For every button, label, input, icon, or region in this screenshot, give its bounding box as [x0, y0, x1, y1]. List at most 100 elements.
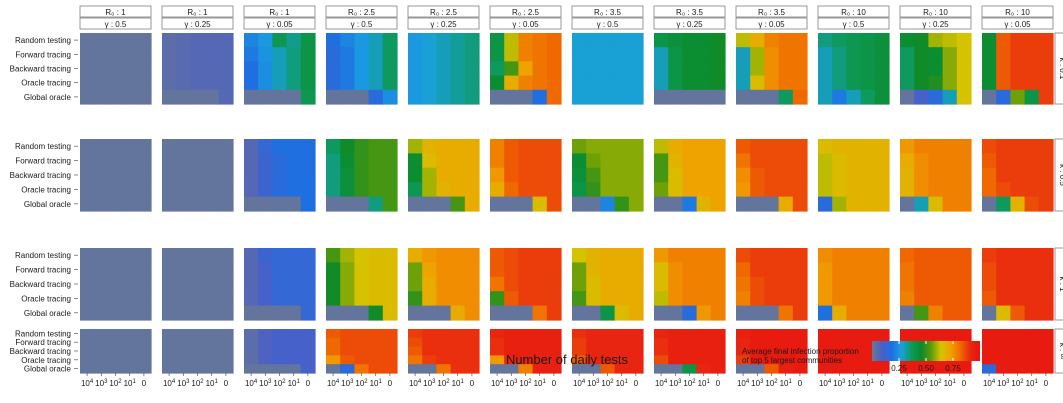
- heatmap-cell: [546, 276, 562, 292]
- heatmap-cell: [956, 61, 972, 77]
- heatmap-cell: [818, 262, 833, 278]
- heatmap-panel: [736, 248, 808, 321]
- heatmap-cell: [846, 89, 862, 105]
- heatmap-cell: [546, 167, 562, 183]
- heatmap-cell: [326, 337, 341, 348]
- heatmap-cell: [326, 364, 341, 374]
- heatmap-cell: [326, 182, 341, 198]
- heatmap-cell: [258, 182, 273, 198]
- heatmap-cell: [982, 291, 997, 307]
- heatmap-cell: [518, 139, 534, 154]
- heatmap-cell: [764, 33, 780, 48]
- heatmap-cell: [382, 276, 398, 292]
- heatmap-cell: [218, 89, 234, 105]
- heatmap-cell: [846, 182, 862, 198]
- heatmap-cell: [272, 262, 288, 278]
- strategy-label: Oracle tracing: [21, 185, 71, 194]
- heatmap-cell: [504, 47, 519, 62]
- heatmap-cell: [750, 355, 765, 365]
- heatmap-cell: [532, 153, 548, 169]
- x-tick-label: 101: [862, 379, 875, 388]
- column-header-strip: [735, 5, 808, 18]
- heatmap-cell: [546, 305, 562, 321]
- x-tick-label: 104: [819, 379, 832, 388]
- heatmap-cell: [1010, 167, 1026, 183]
- heatmap-cell: [860, 248, 876, 263]
- heatmap-cell: [94, 305, 109, 321]
- heatmap-cell: [258, 355, 273, 365]
- heatmap-cell: [928, 329, 944, 339]
- heatmap-cell: [710, 33, 726, 48]
- heatmap-cell: [162, 182, 177, 198]
- heatmap-cell: [710, 47, 726, 62]
- heatmap-cell: [218, 262, 234, 278]
- heatmap-cell: [696, 33, 712, 48]
- heatmap-cell: [996, 337, 1011, 348]
- heatmap-cell: [190, 305, 206, 321]
- heatmap-cell: [764, 355, 780, 365]
- heatmap-cell: [258, 248, 273, 263]
- strategy-label: Forward tracing: [15, 338, 71, 347]
- heatmap-cell: [382, 305, 398, 321]
- heatmap-cell: [340, 139, 355, 154]
- heatmap-cell: [1024, 329, 1040, 339]
- heatmap-cell: [136, 153, 152, 169]
- heatmap-cell: [504, 33, 519, 48]
- heatmap-panel: [244, 33, 316, 105]
- heatmap-cell: [778, 196, 794, 212]
- heatmap-cell: [80, 139, 95, 154]
- heatmap-cell: [190, 355, 206, 365]
- heatmap-cell: [368, 305, 384, 321]
- heatmap-cell: [326, 75, 341, 91]
- heatmap-cell: [436, 329, 452, 339]
- heatmap-cell: [736, 167, 751, 183]
- heatmap-cell: [600, 75, 616, 91]
- heatmap-cell: [218, 355, 234, 365]
- heatmap-cell: [408, 248, 423, 263]
- heatmap-cell: [682, 196, 698, 212]
- heatmap-cell: [750, 75, 765, 91]
- x-tick-label: 104: [655, 379, 668, 388]
- column-header-gamma: γ : 0.5: [597, 20, 619, 29]
- heatmap-cell: [218, 139, 234, 154]
- heatmap-cell: [586, 167, 601, 183]
- heatmap-panel: [654, 139, 726, 212]
- heatmap-cell: [792, 248, 808, 263]
- heatmap-cell: [818, 337, 833, 348]
- heatmap-cell: [464, 196, 480, 212]
- heatmap-cell: [108, 337, 124, 348]
- heatmap-cell: [80, 305, 95, 321]
- heatmap-cell: [1010, 291, 1026, 307]
- heatmap-cell: [628, 276, 644, 292]
- heatmap-cell: [860, 33, 876, 48]
- heatmap-cell: [832, 262, 847, 278]
- heatmap-cell: [572, 262, 587, 278]
- heatmap-cell: [422, 355, 437, 365]
- heatmap-cell: [996, 346, 1011, 356]
- heatmap-cell: [368, 33, 384, 48]
- heatmap-cell: [996, 355, 1011, 365]
- heatmap-cell: [600, 346, 616, 356]
- heatmap-cell: [792, 33, 808, 48]
- heatmap-cell: [586, 262, 601, 278]
- heatmap-cell: [654, 33, 669, 48]
- heatmap-cell: [532, 248, 548, 263]
- heatmap-cell: [914, 364, 929, 374]
- heatmap-cell: [490, 153, 505, 169]
- heatmap-cell: [764, 329, 780, 339]
- heatmap-cell: [518, 305, 534, 321]
- heatmap-cell: [80, 346, 95, 356]
- heatmap-cell: [750, 305, 765, 321]
- heatmap-cell: [710, 305, 726, 321]
- heatmap-cell: [846, 153, 862, 169]
- heatmap-cell: [94, 167, 109, 183]
- heatmap-cell: [218, 167, 234, 183]
- heatmap-cell: [942, 47, 958, 62]
- heatmap-cell: [272, 89, 288, 105]
- heatmap-cell: [600, 276, 616, 292]
- heatmap-cell: [258, 329, 273, 339]
- heatmap-cell: [860, 89, 876, 105]
- heatmap-cell: [614, 139, 630, 154]
- x-tick-label: 104: [491, 379, 504, 388]
- heatmap-cell: [614, 291, 630, 307]
